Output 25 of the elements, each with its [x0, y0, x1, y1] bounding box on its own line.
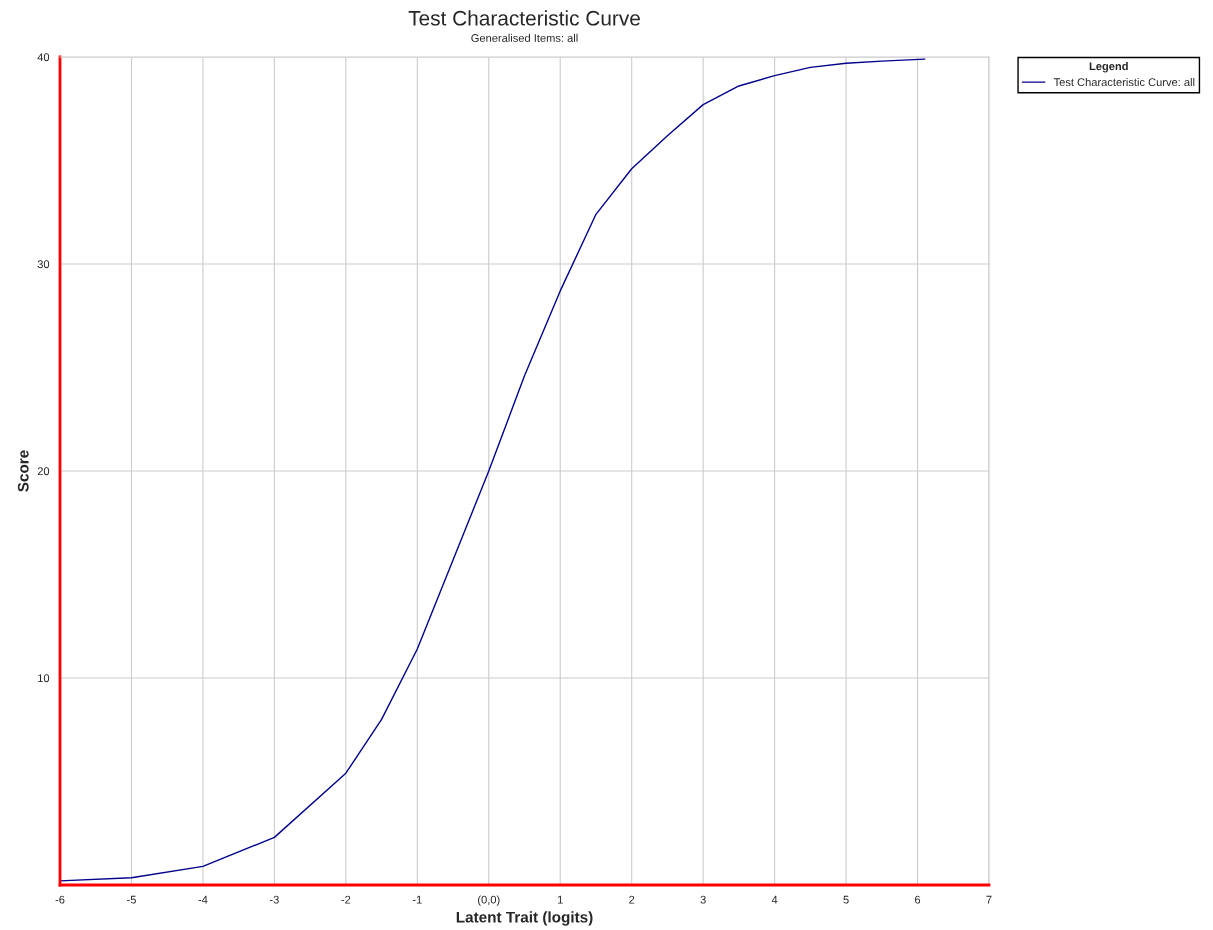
x-tick-label: -4 [198, 895, 208, 904]
line-series [60, 58, 926, 882]
y-axis-title: Score [17, 450, 29, 492]
chart-subtitle: Generalised Items: all [471, 33, 578, 42]
x-tick-label: 5 [843, 895, 849, 904]
y-tick-label: 20 [37, 467, 50, 476]
x-tick-label: -2 [341, 895, 351, 904]
chart-title: Test Characteristic Curve [408, 10, 640, 26]
y-tick-label: 30 [37, 260, 50, 269]
x-tick-label: 4 [771, 895, 778, 904]
x-axis-title: Latent Trait (logits) [456, 911, 593, 926]
x-tick-label: (0,0) [478, 895, 500, 906]
y-tick-label: 40 [37, 53, 50, 62]
x-tick-label: -5 [127, 895, 136, 904]
legend-title: Legend [1089, 62, 1128, 73]
x-tick-label: 3 [700, 895, 706, 904]
x-tick-label: 6 [915, 895, 921, 904]
x-tick-label: 7 [986, 895, 992, 904]
x-tick-label: -1 [412, 895, 422, 904]
x-tick-label: -3 [269, 895, 279, 904]
x-tick-label: 2 [629, 895, 635, 904]
x-tick-label: 1 [557, 895, 563, 904]
y-tick-label: 10 [38, 674, 50, 683]
legend-label: Test Characteristic Curve: all [1053, 77, 1195, 87]
x-tick-label: -6 [55, 895, 65, 904]
